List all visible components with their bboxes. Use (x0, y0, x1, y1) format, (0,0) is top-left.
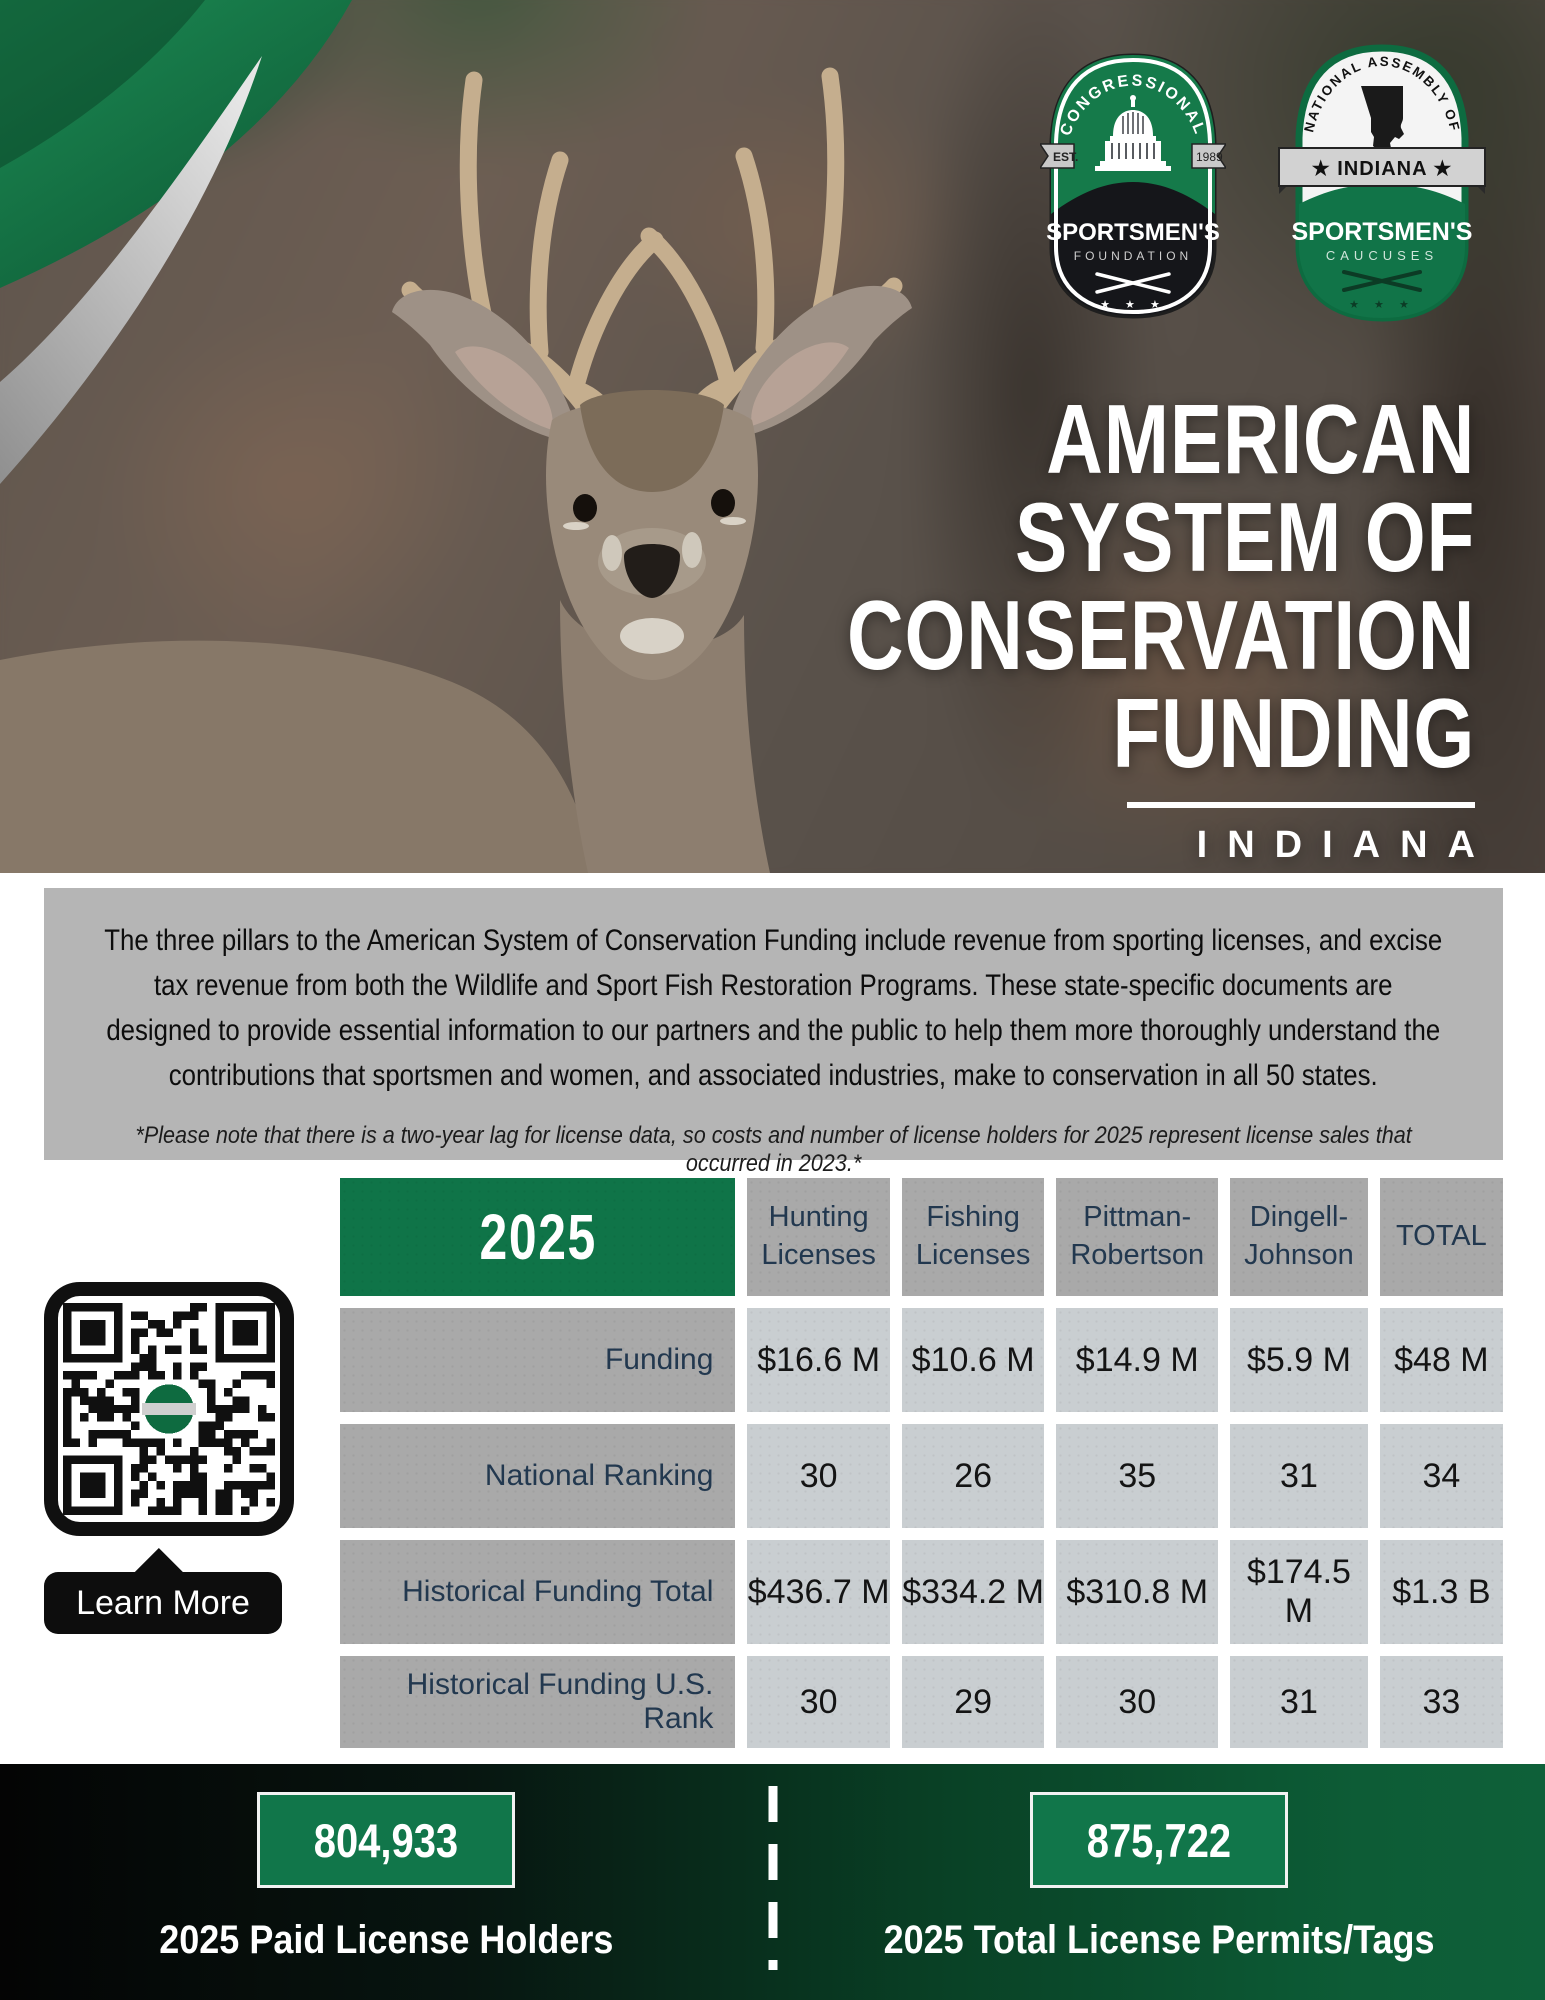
stat-box-right: 875,722 (1029, 1792, 1288, 1888)
column-header-dingell-johnson: Dingell-Johnson (1230, 1178, 1368, 1296)
table-cell: $174.5 M (1230, 1540, 1368, 1644)
license-lag-note: *Please note that there is a two-year la… (135, 1122, 1412, 1177)
table-year-header: 2025 (340, 1178, 736, 1296)
table-cell: 31 (1230, 1656, 1368, 1748)
title-line-2: SYSTEM OF (1014, 482, 1475, 592)
total-license-permits-stat: 875,722 2025 Total License Permits/Tags (773, 1764, 1545, 2000)
intro-paragraph: The three pillars to the American System… (104, 924, 1443, 1092)
row-label-national-ranking: National Ranking (340, 1424, 736, 1528)
table-cell: 26 (901, 1424, 1045, 1528)
nasc-name: SPORTSMEN'S (1292, 218, 1473, 246)
table-cell: 35 (1056, 1424, 1219, 1528)
table-cell: 30 (747, 1656, 890, 1748)
column-header-fishing: Fishing Licenses (901, 1178, 1045, 1296)
paid-license-holders-value: 804,933 (314, 1813, 459, 1867)
qr-column: Learn More (44, 1178, 294, 1748)
main-content: Learn More 2025 Hunting Licenses Fishing… (44, 1178, 1503, 1748)
row-label-funding: Funding (340, 1308, 736, 1412)
corner-swoosh-decoration (0, 0, 352, 484)
column-header-total: TOTAL (1379, 1178, 1503, 1296)
column-header-pittman-robertson: Pittman-Robertson (1056, 1178, 1219, 1296)
whitetail-deer-illustration (0, 67, 912, 873)
table-cell: $14.9 M (1056, 1308, 1219, 1412)
table-cell: 34 (1379, 1424, 1503, 1528)
dashed-divider (768, 1786, 777, 1970)
table-cell: 31 (1230, 1424, 1368, 1528)
crossed-rifles-icon (1095, 272, 1171, 294)
total-license-permits-label: 2025 Total License Permits/Tags (883, 1918, 1435, 1962)
indiana-banner-label: ★ INDIANA ★ (1312, 158, 1453, 180)
table-cell: $48 M (1379, 1308, 1503, 1412)
row-label-historical-funding-rank: Historical Funding U.S. Rank (340, 1656, 736, 1748)
indiana-state-icon (1361, 86, 1404, 151)
paid-license-holders-stat: 804,933 2025 Paid License Holders (0, 1764, 773, 2000)
table-cell: $5.9 M (1230, 1308, 1368, 1412)
title-line-1: AMERICAN (1046, 384, 1475, 494)
indiana-banner: ★ INDIANA ★ (1278, 147, 1486, 194)
nasc-subname: CAUCUSES (1326, 248, 1438, 263)
table-cell: $16.6 M (747, 1308, 890, 1412)
deer-photo: CONGRESSIONAL (0, 0, 1545, 873)
funding-table: 2025 Hunting Licenses Fishing Licenses P… (340, 1178, 1503, 1748)
table-cell: 30 (747, 1424, 890, 1528)
csf-stars: ★ ★ ★ (1100, 299, 1166, 311)
column-header-hunting: Hunting Licenses (747, 1178, 890, 1296)
crossed-rifles-icon (1342, 270, 1422, 292)
table-cell: $10.6 M (901, 1308, 1045, 1412)
table-cell: $1.3 B (1379, 1540, 1503, 1644)
table-cell: $334.2 M (901, 1540, 1045, 1644)
qr-code[interactable] (44, 1282, 294, 1536)
nasc-stars: ★ ★ ★ (1349, 299, 1415, 311)
csf-name: SPORTSMEN'S (1046, 219, 1220, 246)
intro-panel: The three pillars to the American System… (44, 888, 1503, 1177)
learn-more-label: Learn More (76, 1583, 250, 1622)
capitol-dome-icon (1095, 95, 1171, 171)
csf-subname: FOUNDATION (1074, 249, 1192, 263)
table-cell: $310.8 M (1056, 1540, 1219, 1644)
year-label: 1989 (1196, 150, 1223, 164)
state-name: INDIANA (1196, 824, 1495, 866)
row-label-historical-funding-total: Historical Funding Total (340, 1540, 736, 1644)
nasc-indiana-logo-badge: NATIONAL ASSEMBLY OF ★ INDIANA ★ SPORTSM… (1277, 44, 1487, 327)
table-cell: 30 (1056, 1656, 1219, 1748)
title-divider (1127, 802, 1475, 808)
table-cell: 33 (1379, 1656, 1503, 1748)
csf-logo-badge: CONGRESSIONAL (1038, 52, 1228, 325)
footer-stats: 804,933 2025 Paid License Holders 875,72… (0, 1764, 1545, 2000)
est-label: EST. (1053, 150, 1078, 164)
title-line-4: FUNDING (1112, 678, 1475, 788)
total-license-permits-value: 875,722 (1086, 1813, 1231, 1867)
stat-box-left: 804,933 (257, 1792, 516, 1888)
est-year-banners: EST. 1989 (1038, 143, 1228, 169)
title-line-3: CONSERVATION (846, 580, 1475, 690)
table-cell: 29 (901, 1656, 1045, 1748)
page-title: AMERICAN SYSTEM OF CONSERVATION FUNDING … (690, 390, 1475, 867)
paid-license-holders-label: 2025 Paid License Holders (159, 1918, 614, 1962)
table-cell: $436.7 M (747, 1540, 890, 1644)
learn-more-button[interactable]: Learn More (44, 1572, 282, 1634)
